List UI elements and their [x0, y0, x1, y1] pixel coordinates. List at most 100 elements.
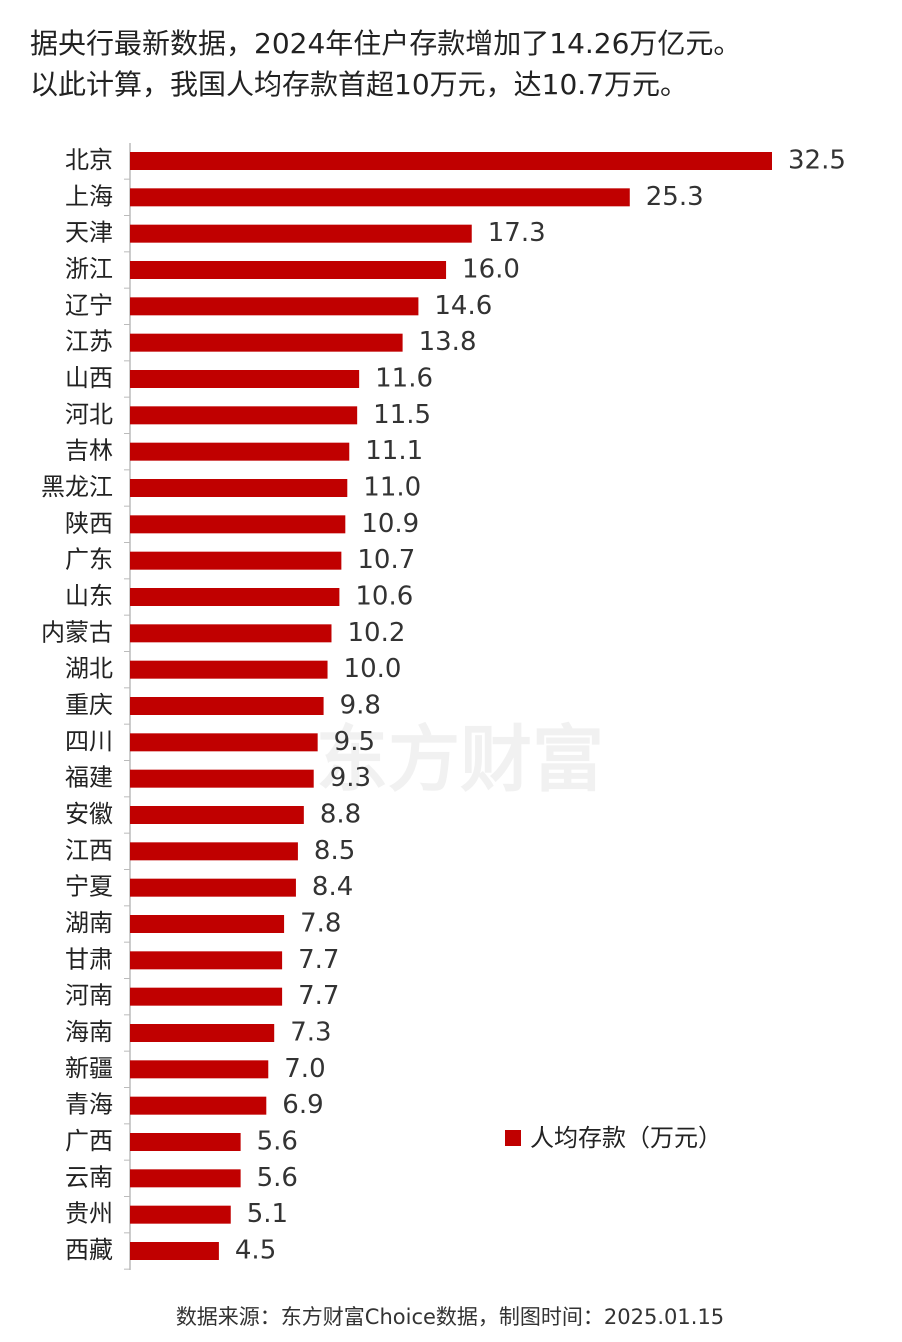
y-tick-label: 甘肃 — [65, 945, 113, 973]
data-label: 13.8 — [419, 327, 477, 357]
data-label: 5.6 — [257, 1163, 298, 1193]
bar — [130, 551, 342, 570]
y-tick-label: 山东 — [65, 582, 113, 610]
bar — [130, 1060, 269, 1079]
y-tick-label: 江西 — [65, 836, 113, 864]
y-tick-label: 新疆 — [65, 1054, 113, 1082]
y-tick-label: 湖南 — [65, 909, 113, 937]
bar — [130, 515, 346, 534]
data-label: 14.6 — [434, 291, 492, 321]
bar — [130, 624, 332, 643]
bar — [130, 152, 772, 170]
data-label: 5.1 — [247, 1199, 288, 1229]
bar — [130, 1096, 267, 1115]
data-label: 32.5 — [788, 146, 846, 176]
data-label: 10.7 — [357, 545, 415, 575]
data-label: 11.6 — [375, 364, 433, 394]
bar — [130, 588, 340, 606]
source: 数据来源：东方财富Choice数据，制图时间：2025.01.15 — [176, 1305, 724, 1329]
legend-swatch — [505, 1130, 521, 1146]
y-tick-label: 青海 — [65, 1091, 113, 1119]
data-label: 11.0 — [363, 473, 421, 503]
data-label: 7.7 — [298, 945, 339, 975]
bar — [130, 1205, 231, 1224]
data-label: 17.3 — [488, 218, 546, 248]
data-label: 7.8 — [300, 909, 341, 939]
y-tick-label: 河南 — [65, 982, 113, 1010]
bar — [130, 188, 630, 207]
y-tick-label: 福建 — [65, 764, 113, 792]
bar — [130, 333, 403, 352]
bar — [130, 660, 328, 679]
data-label: 10.2 — [347, 618, 405, 648]
chart-title: 以此计算，我国人均存款首超10万元，达10.7万元。 — [30, 68, 688, 101]
data-label: 25.3 — [646, 182, 704, 212]
data-label: 4.5 — [235, 1236, 276, 1266]
y-tick-label: 山西 — [65, 364, 113, 392]
y-tick-label: 贵州 — [65, 1200, 113, 1228]
y-tick-label: 云南 — [65, 1163, 113, 1191]
y-tick-label: 安徽 — [65, 800, 113, 828]
bar — [130, 224, 472, 243]
y-tick-label: 黑龙江 — [41, 473, 113, 501]
watermark: 东方财富 — [316, 718, 604, 802]
data-label: 9.8 — [340, 691, 381, 721]
bar — [130, 297, 419, 316]
data-label: 8.4 — [312, 872, 353, 902]
bar — [130, 806, 304, 824]
data-label: 11.5 — [373, 400, 431, 430]
y-tick-label: 内蒙古 — [41, 618, 113, 646]
data-label: 10.0 — [344, 654, 402, 684]
bar — [130, 842, 298, 861]
bar — [130, 697, 324, 715]
bar — [130, 479, 348, 497]
y-tick-label: 湖北 — [65, 655, 113, 683]
bar — [130, 1242, 219, 1260]
data-label: 16.0 — [462, 255, 520, 285]
y-tick-label: 上海 — [65, 182, 113, 210]
y-tick-label: 重庆 — [65, 691, 113, 719]
bar — [130, 1169, 241, 1188]
bar — [130, 370, 360, 388]
bar — [130, 915, 285, 933]
bar — [130, 733, 318, 752]
y-tick-label: 海南 — [65, 1018, 113, 1046]
y-tick-label: 北京 — [65, 146, 113, 174]
y-tick-label: 广东 — [65, 546, 113, 574]
data-label: 6.9 — [282, 1090, 323, 1120]
data-label: 9.5 — [334, 727, 375, 757]
data-label: 7.7 — [298, 981, 339, 1011]
y-tick-label: 四川 — [65, 727, 113, 755]
bar — [130, 951, 283, 970]
y-tick-label: 浙江 — [65, 255, 113, 283]
y-tick-label: 河北 — [65, 400, 113, 428]
bar — [130, 442, 350, 461]
y-tick-label: 天津 — [65, 219, 113, 247]
bar — [130, 406, 358, 425]
y-tick-label: 辽宁 — [65, 291, 113, 319]
data-label: 5.6 — [257, 1127, 298, 1157]
data-label: 8.8 — [320, 800, 361, 830]
bar — [130, 769, 314, 788]
legend-label: 人均存款（万元） — [530, 1124, 722, 1152]
bar — [130, 1133, 241, 1151]
y-tick-label: 江苏 — [65, 328, 113, 356]
data-label: 10.9 — [361, 509, 419, 539]
y-tick-label: 陕西 — [65, 509, 113, 537]
y-tick-label: 宁夏 — [65, 873, 113, 901]
data-label: 7.0 — [284, 1054, 325, 1084]
data-label: 11.1 — [365, 436, 423, 466]
data-label: 9.3 — [330, 763, 371, 793]
data-label: 7.3 — [290, 1018, 331, 1048]
y-tick-label: 广西 — [65, 1127, 113, 1155]
y-tick-label: 吉林 — [65, 437, 113, 465]
bar — [130, 1024, 275, 1042]
data-label: 8.5 — [314, 836, 355, 866]
bar — [130, 878, 296, 897]
bar — [130, 987, 283, 1006]
bar — [130, 261, 447, 279]
y-tick-label: 西藏 — [65, 1236, 113, 1264]
chart-title: 据央行最新数据，2024年住户存款增加了14.26万亿元。 — [30, 27, 741, 60]
data-label: 10.6 — [355, 582, 413, 612]
